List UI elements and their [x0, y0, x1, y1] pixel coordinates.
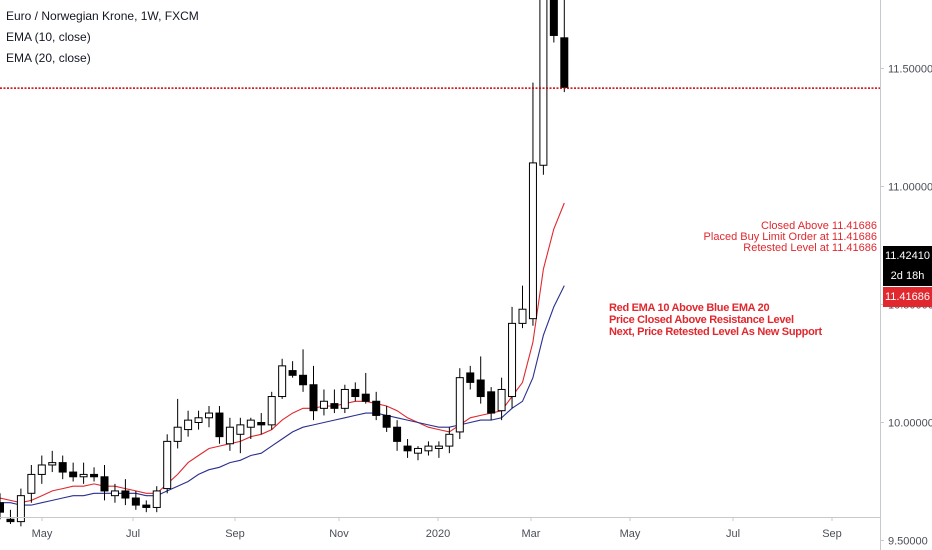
candle-up	[434, 445, 443, 449]
candle-up	[184, 419, 193, 431]
candle-down	[309, 384, 318, 412]
candle-up	[518, 308, 527, 324]
candle-down	[393, 426, 402, 442]
ema-lines	[0, 202, 565, 506]
ema10-line	[0, 202, 565, 504]
x-tick-label: Sep	[225, 528, 245, 540]
y-tick-label: 11.00000	[888, 182, 932, 194]
candle-up	[225, 426, 234, 445]
annotation-ema-cross: Red EMA 10 Above Blue EMA 20	[609, 302, 770, 314]
candle-up	[205, 412, 213, 419]
annotation-closed-resistance: Price Closed Above Resistance Level	[609, 314, 794, 326]
candle-down	[0, 502, 4, 513]
candle-up	[414, 447, 422, 454]
candles	[0, 0, 569, 527]
candle-down	[90, 473, 99, 478]
candle-down	[142, 504, 151, 508]
annotation-new-support: Next, Price Retested Level As New Suppor…	[609, 326, 822, 338]
annotation-analysis: Red EMA 10 Above Blue EMA 20 Price Close…	[609, 302, 822, 338]
candle-down	[288, 370, 297, 376]
candle-up	[48, 462, 57, 466]
candle-up	[539, 0, 548, 166]
candle-down	[372, 400, 381, 416]
candle-up	[267, 396, 276, 426]
candle-down	[466, 372, 475, 383]
candle-down	[403, 445, 412, 452]
x-tick-label: May	[32, 528, 53, 540]
x-tick-label: May	[620, 528, 641, 540]
candle-up	[37, 464, 46, 475]
chart-legend: Euro / Norwegian Krone, 1W, FXCM EMA (10…	[6, 6, 199, 69]
candle-up	[194, 417, 203, 423]
candle-down	[330, 403, 339, 409]
x-tick-label: Nov	[329, 528, 349, 540]
level-price-tag: 11.41686	[883, 287, 932, 307]
candle-up	[340, 388, 349, 409]
y-tick-label: 9.50000	[888, 536, 928, 548]
x-tick-label: 2020	[426, 528, 450, 540]
y-tick-label: 10.00000	[888, 418, 932, 430]
candle-down	[215, 412, 224, 438]
ema20-line	[0, 285, 565, 506]
candle-up	[278, 365, 287, 398]
candle-up	[163, 440, 172, 490]
candle-down	[351, 388, 360, 398]
candle-up	[319, 400, 328, 409]
last-price-tag: 11.42410	[883, 246, 932, 266]
candle-up	[16, 495, 25, 523]
annotation-closed-above: Closed Above 11.41686	[761, 220, 877, 232]
x-tick-label: Sep	[822, 528, 842, 540]
legend-title[interactable]: Euro / Norwegian Krone, 1W, FXCM	[6, 9, 199, 23]
candle-up	[445, 433, 454, 447]
candle-down	[487, 391, 496, 414]
x-tick-label: Jul	[126, 528, 140, 540]
annotation-buy-limit: Placed Buy Limit Order at 11.41686	[703, 231, 877, 243]
candle-down	[131, 497, 140, 506]
candle-down	[560, 37, 569, 88]
candle-up	[455, 377, 464, 433]
candle-down	[361, 393, 370, 402]
candle-down	[476, 379, 485, 398]
candle-up	[508, 322, 517, 398]
candle-up	[528, 162, 537, 320]
candle-down	[549, 0, 558, 36]
legend-ema20[interactable]: EMA (20, close)	[6, 51, 91, 65]
candle-up	[173, 426, 182, 442]
candle-down	[382, 414, 391, 428]
candle-up	[246, 419, 255, 428]
candle-down	[69, 471, 78, 478]
annotation-retested: Retested Level at 11.41686	[743, 242, 877, 254]
countdown-tag: 2d 18h	[883, 266, 932, 286]
x-tick-label: Mar	[522, 528, 541, 540]
candle-up	[27, 473, 36, 494]
candle-down	[6, 518, 15, 523]
candle-down	[299, 374, 308, 386]
candle-down	[257, 422, 266, 426]
candle-up	[497, 388, 506, 412]
candle-down	[100, 476, 109, 492]
x-tick-label: Jul	[726, 528, 740, 540]
candle-up	[110, 490, 119, 497]
candle-up	[79, 473, 88, 478]
candle-up	[236, 424, 245, 435]
candle-down	[121, 490, 130, 499]
candle-down	[58, 462, 67, 473]
candle-up	[152, 490, 161, 508]
y-tick-label: 11.50000	[888, 64, 932, 76]
candle-up	[424, 445, 433, 452]
legend-ema10[interactable]: EMA (10, close)	[6, 30, 91, 44]
